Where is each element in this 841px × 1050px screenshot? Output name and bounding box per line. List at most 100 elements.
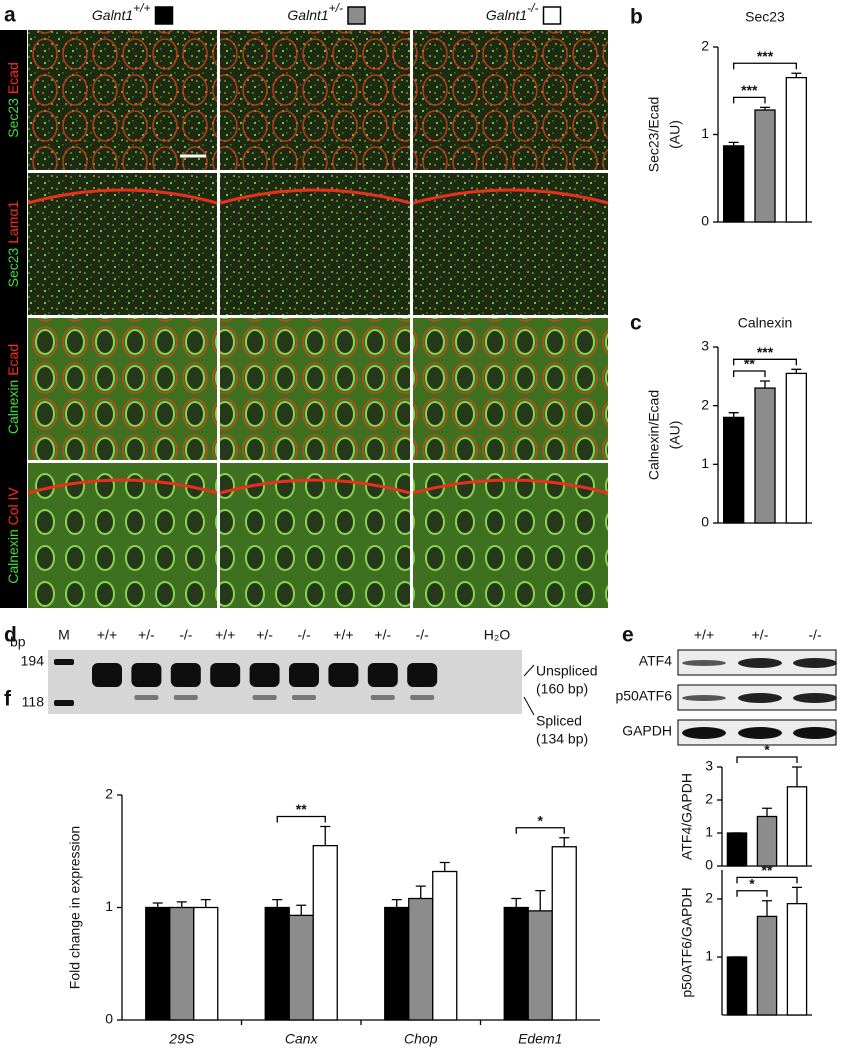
row-label: Sec23 Ecad xyxy=(5,62,21,138)
panel-label: a xyxy=(4,4,16,27)
label-strip xyxy=(0,30,27,608)
genotype: -/- xyxy=(527,1,538,15)
membrane-signal xyxy=(28,30,217,170)
gel-band xyxy=(92,663,122,687)
lane-label: -/- xyxy=(416,627,430,643)
error-bar xyxy=(272,898,283,908)
red-stain: Col IV xyxy=(5,487,21,526)
error-bar xyxy=(415,885,426,899)
row-label: Sec23 Lamα1 xyxy=(5,200,21,287)
bar xyxy=(527,910,553,1021)
y-axis-label: Sec23/Ecad xyxy=(646,97,662,173)
y-tick-label: 1 xyxy=(705,948,713,964)
membrane-signal xyxy=(413,30,608,170)
blot-label: GAPDH xyxy=(622,723,672,739)
error-bar xyxy=(320,825,331,846)
bar xyxy=(384,906,410,1021)
blot-band xyxy=(682,695,726,701)
bar xyxy=(503,906,529,1021)
lane-label: M xyxy=(58,627,70,643)
micrograph-signal xyxy=(413,173,608,315)
y-tick-label: 2 xyxy=(701,396,709,412)
band-pointer xyxy=(523,696,535,716)
green-stain: Sec23 xyxy=(5,247,21,287)
row-label: Calnexin Col IV xyxy=(5,487,21,584)
y-tick-label: 0 xyxy=(705,857,713,873)
band-size: (134 bp) xyxy=(536,731,588,747)
y-tick-label: 1 xyxy=(705,824,713,840)
panel-label: b xyxy=(630,6,643,29)
error-bar xyxy=(511,897,522,908)
significance-bracket xyxy=(736,756,798,763)
lane-label: +/- xyxy=(256,627,273,643)
panel-label: e xyxy=(622,624,634,647)
significance-label: ** xyxy=(762,862,773,878)
bar xyxy=(288,914,314,1021)
y-tick-label: 0 xyxy=(701,514,709,530)
bar xyxy=(726,832,748,867)
error-bar xyxy=(760,380,770,389)
bar xyxy=(432,870,458,1021)
bar xyxy=(551,846,577,1021)
gel-band xyxy=(173,695,198,700)
error-bar xyxy=(792,886,802,904)
red-stain: Ecad xyxy=(5,62,21,94)
micrograph xyxy=(220,463,410,608)
blot-band xyxy=(682,660,726,666)
significance-label: *** xyxy=(741,82,758,98)
bar xyxy=(312,844,338,1021)
error-bar xyxy=(762,807,772,817)
legend-swatch xyxy=(154,6,174,25)
legend-swatch xyxy=(542,6,562,25)
gel-band xyxy=(134,695,159,700)
membrane-signal xyxy=(220,318,410,460)
blot-label: p50ATF6 xyxy=(615,688,672,704)
bar xyxy=(754,109,776,223)
chart-title: Sec23 xyxy=(745,9,785,25)
bar xyxy=(169,906,195,1021)
lane-label: -/- xyxy=(808,627,822,643)
gel-band xyxy=(407,663,438,687)
significance-bracket xyxy=(736,890,768,897)
lane-label: +/- xyxy=(138,627,155,643)
significance-bracket xyxy=(733,358,797,366)
error-bar xyxy=(391,898,402,908)
bar xyxy=(722,416,745,524)
x-tick-label: 29S xyxy=(168,1031,195,1047)
size-label: 118 xyxy=(22,694,45,710)
lane-label: H₂O xyxy=(484,627,511,643)
significance-bracket xyxy=(515,827,565,834)
error-bar xyxy=(200,898,211,908)
error-bar xyxy=(728,141,739,146)
significance-bracket xyxy=(733,96,766,104)
gene-name: Galnt1 xyxy=(92,7,133,23)
blot-label: ATF4 xyxy=(639,653,672,669)
marker-band xyxy=(54,659,74,665)
y-axis-label: Calnexin/Ecad xyxy=(646,390,662,480)
blot-band xyxy=(793,693,837,703)
gel-band xyxy=(249,663,280,687)
genotype-header: Galnt1+/+ xyxy=(92,1,151,23)
bar xyxy=(785,372,808,524)
basement-membrane xyxy=(27,478,218,495)
lane-label: +/- xyxy=(374,627,391,643)
significance-bracket xyxy=(276,815,326,823)
bar xyxy=(145,906,171,1021)
significance-label: * xyxy=(749,875,755,891)
blot-band xyxy=(793,727,837,739)
lane-label: +/+ xyxy=(97,627,117,643)
y-tick-label: 3 xyxy=(705,758,713,774)
lane-label: -/- xyxy=(179,627,193,643)
marker-band xyxy=(54,700,74,706)
y-axis-label: (AU) xyxy=(667,421,683,450)
unit-label: bp xyxy=(10,634,26,650)
genotype: +/+ xyxy=(133,1,150,15)
band-label: Unspliced xyxy=(536,663,597,679)
bar xyxy=(754,387,776,524)
error-bar xyxy=(728,412,739,418)
chart-title: Calnexin xyxy=(738,315,792,331)
y-axis-label: p50ATF6/GAPDH xyxy=(679,887,695,997)
row-label: Calnexin Ecad xyxy=(5,344,21,434)
band-pointer xyxy=(523,664,535,677)
error-bar xyxy=(762,900,772,917)
